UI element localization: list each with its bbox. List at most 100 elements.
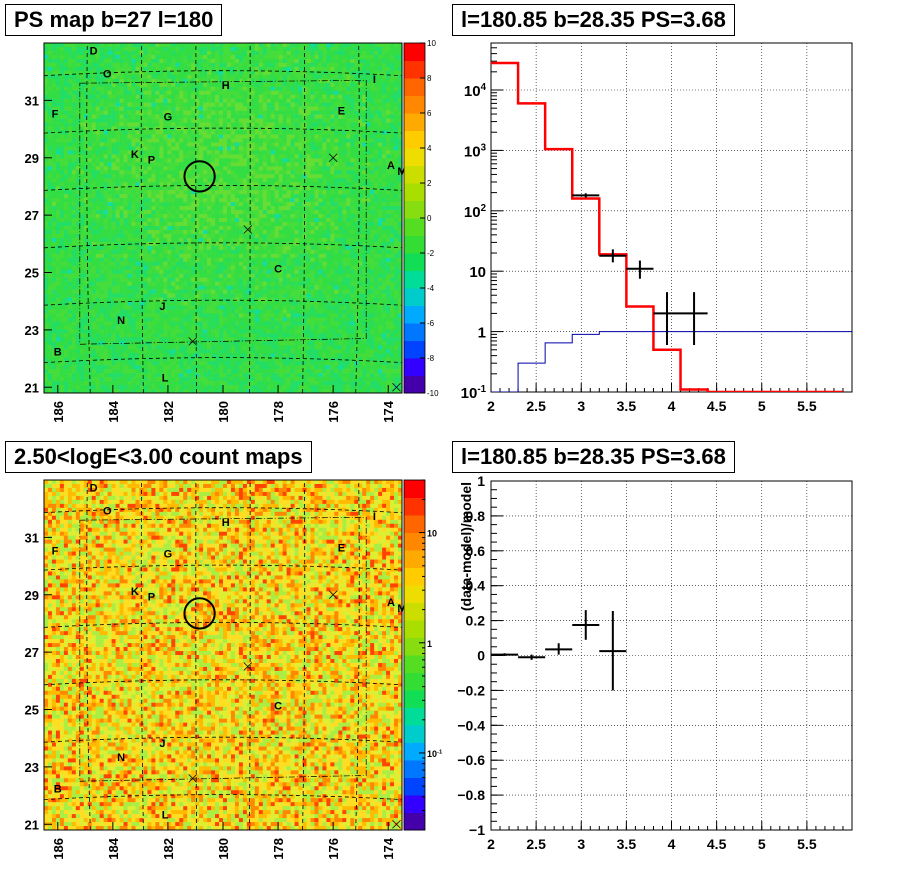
map-pixel bbox=[63, 237, 69, 243]
map-pixel bbox=[211, 321, 216, 326]
map-pixel bbox=[83, 333, 89, 338]
map-pixel bbox=[71, 317, 77, 322]
map-pixel bbox=[91, 122, 97, 127]
map-pixel bbox=[123, 150, 128, 155]
map-pixel bbox=[219, 337, 224, 342]
map-pixel bbox=[123, 337, 128, 342]
map-pixel bbox=[127, 337, 132, 342]
map-pixel bbox=[103, 241, 108, 247]
map-pixel bbox=[119, 321, 124, 326]
map-pixel bbox=[183, 309, 188, 314]
map-pixel bbox=[115, 54, 120, 60]
map-pixel bbox=[155, 245, 160, 251]
map-pixel bbox=[187, 325, 192, 330]
map-pixel bbox=[151, 253, 156, 259]
map-pixel bbox=[171, 202, 176, 207]
map-pixel bbox=[179, 301, 184, 306]
map-pixel bbox=[223, 225, 228, 231]
map-pixel bbox=[115, 221, 120, 227]
map-pixel bbox=[171, 309, 176, 314]
map-pixel bbox=[135, 198, 140, 203]
map-pixel bbox=[87, 357, 93, 362]
map-pixel bbox=[115, 146, 120, 151]
map-pixel bbox=[171, 221, 176, 227]
map-pixel bbox=[171, 46, 176, 52]
map-pixel bbox=[167, 245, 172, 251]
map-pixel bbox=[219, 166, 224, 171]
map-pixel bbox=[171, 273, 176, 278]
map-pixel bbox=[207, 118, 212, 123]
map-pixel bbox=[79, 50, 85, 56]
map-pixel bbox=[99, 273, 104, 278]
map-pixel bbox=[51, 293, 57, 298]
map-pixel bbox=[67, 385, 73, 390]
map-pixel bbox=[187, 373, 192, 378]
map-pixel bbox=[199, 154, 204, 159]
map-pixel bbox=[143, 98, 148, 103]
map-pixel bbox=[207, 106, 212, 111]
map-pixel bbox=[63, 118, 69, 123]
map-pixel bbox=[115, 186, 120, 191]
map-pixel bbox=[250, 142, 256, 147]
map-pixel bbox=[175, 221, 180, 227]
map-pixel bbox=[246, 162, 252, 167]
map-pixel bbox=[95, 142, 100, 147]
map-pixel bbox=[143, 293, 148, 298]
map-pixel bbox=[75, 245, 81, 251]
map-pixel bbox=[215, 162, 220, 167]
map-pixel bbox=[262, 214, 268, 219]
map-pixel bbox=[262, 333, 268, 338]
map-pixel bbox=[179, 373, 184, 378]
map-pixel bbox=[83, 102, 89, 107]
map-pixel bbox=[123, 214, 128, 219]
map-pixel bbox=[63, 273, 69, 278]
map-pixel bbox=[83, 357, 89, 362]
map-pixel bbox=[75, 162, 81, 167]
map-pixel bbox=[131, 273, 136, 278]
map-pixel bbox=[115, 309, 120, 314]
map-pixel bbox=[207, 62, 212, 68]
map-pixel bbox=[234, 130, 240, 135]
map-pixel bbox=[135, 221, 140, 227]
map-pixel bbox=[187, 253, 192, 259]
map-pixel bbox=[143, 253, 148, 259]
map-pixel bbox=[103, 82, 108, 88]
map-pixel bbox=[167, 182, 172, 187]
map-pixel bbox=[215, 98, 220, 103]
map-pixel bbox=[111, 62, 116, 68]
map-pixel bbox=[79, 154, 85, 159]
map-pixel bbox=[107, 50, 112, 56]
map-pixel bbox=[242, 349, 248, 354]
map-pixel bbox=[211, 154, 216, 159]
map-pixel bbox=[107, 82, 112, 88]
map-pixel bbox=[95, 225, 100, 231]
map-pixel bbox=[155, 337, 160, 342]
map-pixel bbox=[215, 118, 220, 123]
map-pixel bbox=[183, 214, 188, 219]
map-pixel bbox=[139, 321, 144, 326]
map-pixel bbox=[71, 58, 77, 64]
map-pixel bbox=[163, 349, 168, 354]
map-pixel bbox=[103, 381, 108, 386]
map-pixel bbox=[238, 301, 244, 306]
map-pixel bbox=[238, 134, 244, 139]
map-pixel bbox=[175, 241, 180, 247]
map-pixel bbox=[147, 289, 152, 294]
map-pixel bbox=[75, 210, 81, 215]
map-pixel bbox=[87, 102, 93, 107]
map-pixel bbox=[99, 353, 104, 358]
map-pixel bbox=[187, 58, 192, 64]
map-pixel bbox=[63, 186, 69, 191]
map-pixel bbox=[215, 389, 220, 394]
map-pixel bbox=[234, 150, 240, 155]
map-pixel bbox=[207, 150, 212, 155]
map-pixel bbox=[51, 257, 57, 263]
map-pixel bbox=[91, 389, 97, 394]
map-pixel bbox=[258, 377, 264, 382]
map-pixel bbox=[207, 313, 212, 318]
map-pixel bbox=[258, 289, 264, 294]
map-pixel bbox=[258, 389, 264, 394]
map-pixel bbox=[151, 166, 156, 171]
map-pixel bbox=[207, 170, 212, 175]
